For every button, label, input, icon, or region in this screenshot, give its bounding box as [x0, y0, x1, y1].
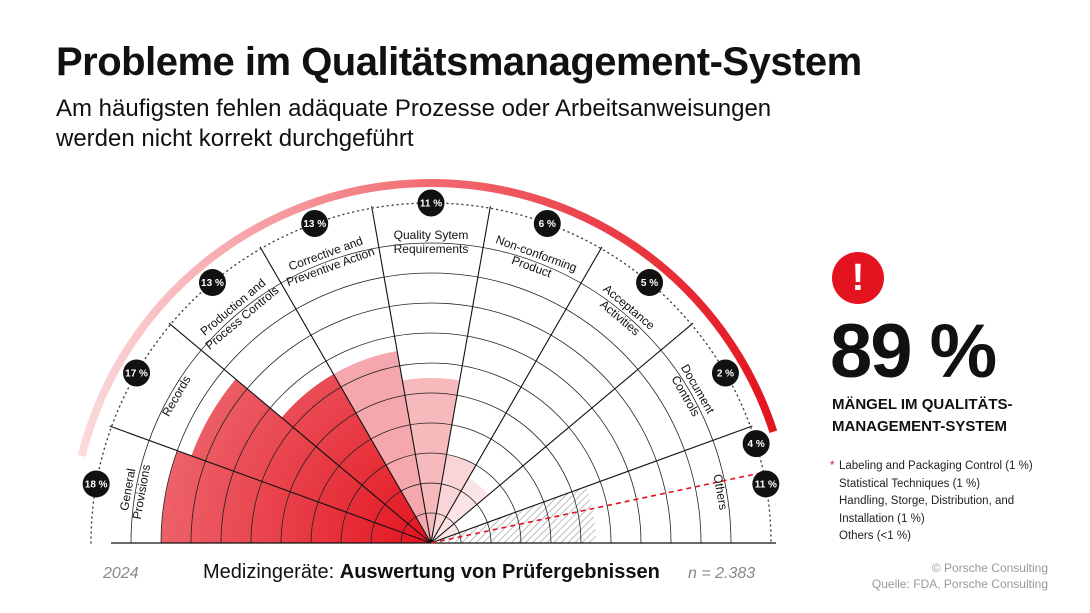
category-label: DocumentControls — [666, 362, 718, 424]
category-label: Corrective andPreventive Action — [280, 231, 377, 289]
chart-subtitle: Am häufigsten fehlen adäquate Prozesse o… — [56, 95, 772, 152]
credit-block: © Porsche Consulting Quelle: FDA, Porsch… — [872, 560, 1048, 592]
radial-line — [430, 425, 753, 544]
extra-indicator-line — [430, 471, 764, 544]
grid-ring — [310, 422, 552, 544]
value-badge: 5 % — [636, 269, 664, 297]
svg-text:13 %: 13 % — [303, 219, 326, 230]
wedge-acceptance-activities — [431, 478, 489, 543]
outer-accent-arc-path — [77, 179, 778, 457]
grid-ring — [220, 332, 642, 544]
grid-ring — [250, 362, 612, 544]
source-text: Quelle: FDA, Porsche Consulting — [871, 577, 1048, 591]
wedge-corrective-and-preventive-action — [333, 350, 431, 543]
footer-caption: Medizingeräte: Auswertung von Prüfergebn… — [203, 561, 660, 584]
svg-text:2 %: 2 % — [717, 369, 734, 380]
grid-ring — [400, 512, 462, 544]
svg-text:4 %: 4 % — [748, 439, 765, 450]
footer-year: 2024 — [103, 565, 139, 582]
sample-size: n = 2.383 — [688, 565, 756, 582]
wedge-records — [191, 379, 431, 543]
category-label: Others — [711, 473, 731, 511]
extra-value-badge: 4 % — [742, 430, 770, 458]
chart-title: Probleme im Qualitätsmanagement-System — [56, 40, 862, 84]
svg-text:17 %: 17 % — [125, 369, 148, 380]
grid-ring — [190, 302, 672, 544]
grid-ring — [370, 482, 492, 544]
value-badge: 2 % — [711, 359, 739, 387]
category-label: Quality Sytem Requirements — [394, 228, 469, 256]
radial-line — [430, 246, 603, 544]
svg-text:11 %: 11 % — [420, 199, 442, 210]
svg-text:13 %: 13 % — [201, 278, 224, 289]
svg-text:18 %: 18 % — [85, 480, 108, 491]
value-badges: 18 % 17 % 13 % 13 % 11 % 6 % 5 % 2 % 11 % 4 % — [82, 189, 780, 498]
value-badge: 18 % — [82, 470, 110, 498]
radial-line — [168, 322, 432, 544]
wedge-production-and-process-controls — [281, 374, 431, 543]
grid-ring — [160, 272, 702, 544]
kpi-value: 89 % — [830, 309, 997, 394]
caption-prefix: Medizingeräte: — [203, 561, 340, 583]
note-item: Others (<1 %) — [839, 530, 911, 542]
wedge-layer — [161, 350, 596, 543]
radial-line — [259, 246, 432, 544]
radial-line — [430, 322, 694, 544]
others-breakdown: * Labeling and Packaging Control (1 %) St… — [830, 458, 1070, 546]
category-label: Non-conformingProduct — [489, 232, 579, 288]
value-badge: 17 % — [123, 359, 151, 387]
exclamation-icon: ! — [832, 252, 884, 304]
grid-layer — [109, 206, 776, 544]
note-item: Handling, Storge, Distribution, and Inst… — [839, 495, 1015, 525]
note-item: * Labeling and Packaging Control (1 %) — [830, 458, 1070, 476]
outer-accent-arc — [77, 179, 778, 457]
svg-text:5 %: 5 % — [641, 278, 658, 289]
value-badge: 13 % — [301, 210, 329, 238]
grid-ring — [130, 242, 732, 544]
asterisk-icon: * — [830, 460, 835, 472]
note-item: Statistical Techniques (1 %) — [839, 477, 981, 490]
category-label: Records — [159, 373, 193, 419]
svg-text:6 %: 6 % — [539, 219, 556, 230]
radial-line — [109, 425, 432, 544]
kpi-label: MÄNGEL IM QUALITÄTS-MANAGEMENT-SYSTEM — [832, 396, 1013, 435]
wedge-others — [431, 486, 596, 543]
radial-line — [430, 206, 491, 544]
category-label: GeneralProvisions — [116, 461, 153, 520]
wedge-quality-sytem-requirements — [402, 378, 460, 543]
grid-ring — [340, 452, 522, 544]
value-badge: 11 % — [417, 189, 445, 217]
value-badge: 11 % — [752, 470, 780, 498]
wedge-non-conforming-product — [431, 454, 476, 543]
wedge-document-controls — [431, 523, 460, 543]
wedge-general-provisions — [161, 450, 431, 543]
copyright-text: © Porsche Consulting — [931, 561, 1048, 575]
caption-bold: Auswertung von Prüfergebnissen — [339, 561, 660, 583]
svg-text:11 %: 11 % — [755, 480, 777, 491]
value-badge: 6 % — [533, 210, 561, 238]
value-badge: 13 % — [198, 269, 226, 297]
grid-ring — [280, 392, 582, 544]
radial-line — [371, 206, 432, 544]
